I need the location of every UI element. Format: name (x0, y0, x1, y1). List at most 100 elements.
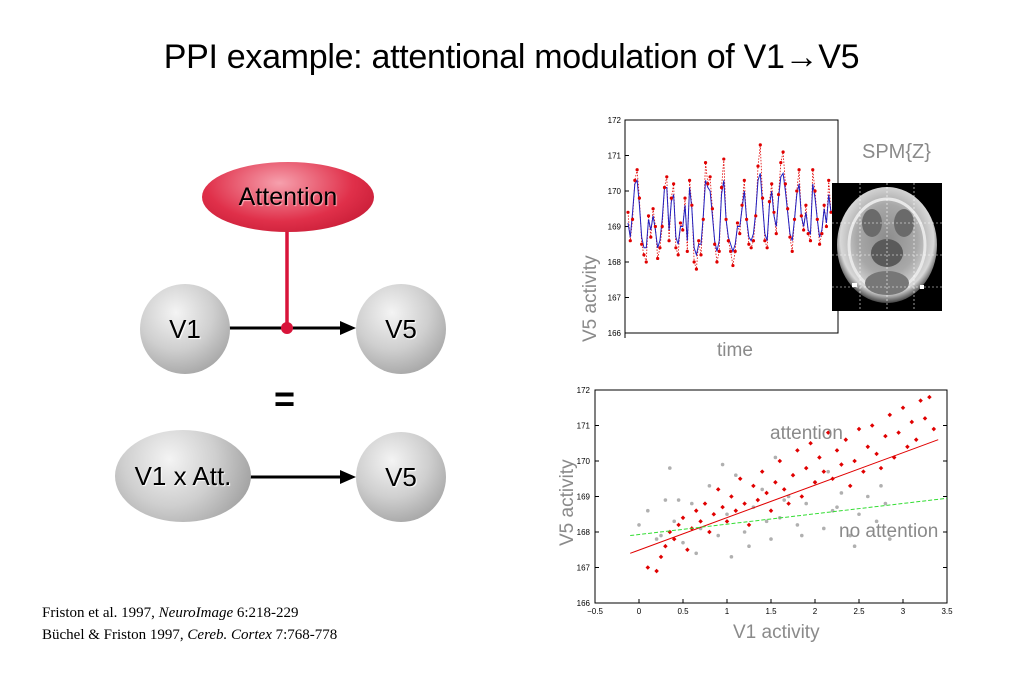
scatter-point-no-attention (888, 537, 892, 541)
scatter-point-no-attention (760, 487, 764, 492)
time-observed-point (804, 203, 808, 207)
time-observed-point (683, 196, 687, 200)
spm-z-label: SPM{Z} (862, 141, 931, 163)
time-observed-point (726, 239, 730, 243)
time-observed-point (770, 182, 774, 186)
reference-1-volume: 6:218-229 (233, 605, 299, 621)
time-observed-point (763, 239, 767, 243)
scatter-annotation-no-attention: no attention (839, 521, 938, 542)
time-observed-point (824, 224, 829, 229)
time-observed-point (749, 246, 753, 250)
time-observed-line (627, 144, 832, 270)
time-observed-point (786, 207, 790, 211)
scatter-point-no-attention (654, 537, 659, 541)
time-observed-point (799, 214, 803, 218)
time-observed-point (758, 143, 762, 147)
time-observed-point (742, 178, 746, 182)
scatter-xtick-label: 1.5 (765, 607, 777, 616)
reference-2-journal: Cereb. Cortex (187, 627, 272, 643)
time-observed-point (706, 182, 710, 186)
scatter-point-no-attention (716, 533, 720, 538)
time-observed-point (733, 249, 737, 253)
time-ytick-label: 171 (608, 152, 622, 161)
brain-mri-image (832, 183, 942, 311)
attention-node: Attention (202, 162, 374, 232)
time-observed-point (717, 249, 721, 253)
scatter-ytick-label: 171 (577, 422, 591, 431)
scatter-xtick-label: 1 (725, 607, 730, 616)
scatter-point-no-attention (668, 466, 672, 470)
time-chart-xlabel: time (717, 340, 753, 360)
scatter-point-no-attention (734, 473, 738, 477)
time-observed-point (722, 157, 726, 161)
scatter-point-attention (707, 529, 712, 535)
scatter-annotation-attention: attention (770, 423, 843, 444)
scatter-xtick-label: 0.5 (677, 607, 689, 616)
reference-2-volume: 7:768-778 (271, 627, 338, 643)
equals-sign: = (274, 378, 296, 419)
scatter-ytick-label: 170 (577, 457, 591, 466)
time-observed-point (642, 253, 646, 257)
scatter-point-no-attention (852, 544, 857, 548)
time-observed-point (694, 267, 699, 271)
time-observed-point (692, 260, 696, 264)
time-observed-point (674, 246, 678, 250)
scatter-point-attention (790, 472, 796, 478)
scatter-point-no-attention (835, 505, 839, 509)
time-observed-point (756, 164, 760, 168)
time-observed-point (653, 224, 657, 229)
scatter-point-no-attention (637, 523, 641, 527)
time-observed-point (792, 217, 797, 221)
time-observed-point (637, 196, 642, 200)
scatter-point-no-attention (769, 537, 773, 541)
time-observed-point (790, 249, 794, 253)
reference-1: Friston et al. 1997, NeuroImage 6:218-22… (42, 602, 337, 624)
scatter-point-no-attention (707, 484, 712, 488)
scatter-point-attention (724, 519, 730, 524)
time-observed-point (710, 207, 714, 211)
time-observed-point (640, 242, 644, 246)
scatter-point-attention (658, 554, 664, 560)
time-observed-point (738, 232, 742, 236)
time-observed-point (772, 210, 776, 214)
time-ytick-label: 169 (608, 223, 622, 232)
time-observed-point (651, 207, 655, 211)
scatter-xtick-label: −0.5 (587, 607, 603, 616)
scatter-point-no-attention (694, 551, 698, 556)
time-observed-point (690, 203, 694, 207)
scatter-point-attention (847, 483, 853, 489)
time-observed-point (665, 175, 669, 179)
time-observed-point (781, 150, 785, 154)
time-observed-point (751, 239, 756, 243)
scatter-point-attention (803, 465, 809, 471)
time-observed-point (747, 242, 751, 246)
scatter-ytick-label: 167 (577, 564, 591, 573)
time-observed-point (795, 189, 799, 193)
time-chart-ylabel: V5 activity (580, 255, 601, 342)
scatter-point-attention (913, 437, 919, 442)
scatter-point-attention (856, 426, 862, 432)
v5-label-top: V5 (385, 313, 417, 344)
time-observed-point (687, 178, 692, 182)
scatter-point-no-attention (681, 540, 685, 545)
v5-label-bottom: V5 (385, 461, 417, 492)
time-observed-point (685, 249, 689, 253)
scatter-point-attention (905, 444, 910, 450)
reference-1-journal: NeuroImage (158, 605, 234, 621)
scatter-point-attention (834, 448, 840, 453)
time-observed-point (646, 214, 651, 218)
scatter-point-attention (702, 501, 708, 506)
time-chart-plot-area (624, 119, 839, 334)
time-observed-point (820, 232, 824, 236)
scatter-point-no-attention (742, 530, 747, 534)
v1xatt-label: V1 x Att. (134, 460, 232, 491)
scatter-point-no-attention (720, 462, 725, 467)
scatter-point-no-attention (747, 544, 751, 548)
v1-label: V1 (169, 313, 201, 344)
time-observed-point (776, 192, 781, 197)
scatter-point-no-attention (822, 526, 826, 531)
reference-2: Büchel & Friston 1997, Cereb. Cortex 7:7… (42, 624, 337, 646)
time-observed-point (767, 200, 772, 204)
v1xatt-v5-arrowhead (340, 470, 356, 484)
